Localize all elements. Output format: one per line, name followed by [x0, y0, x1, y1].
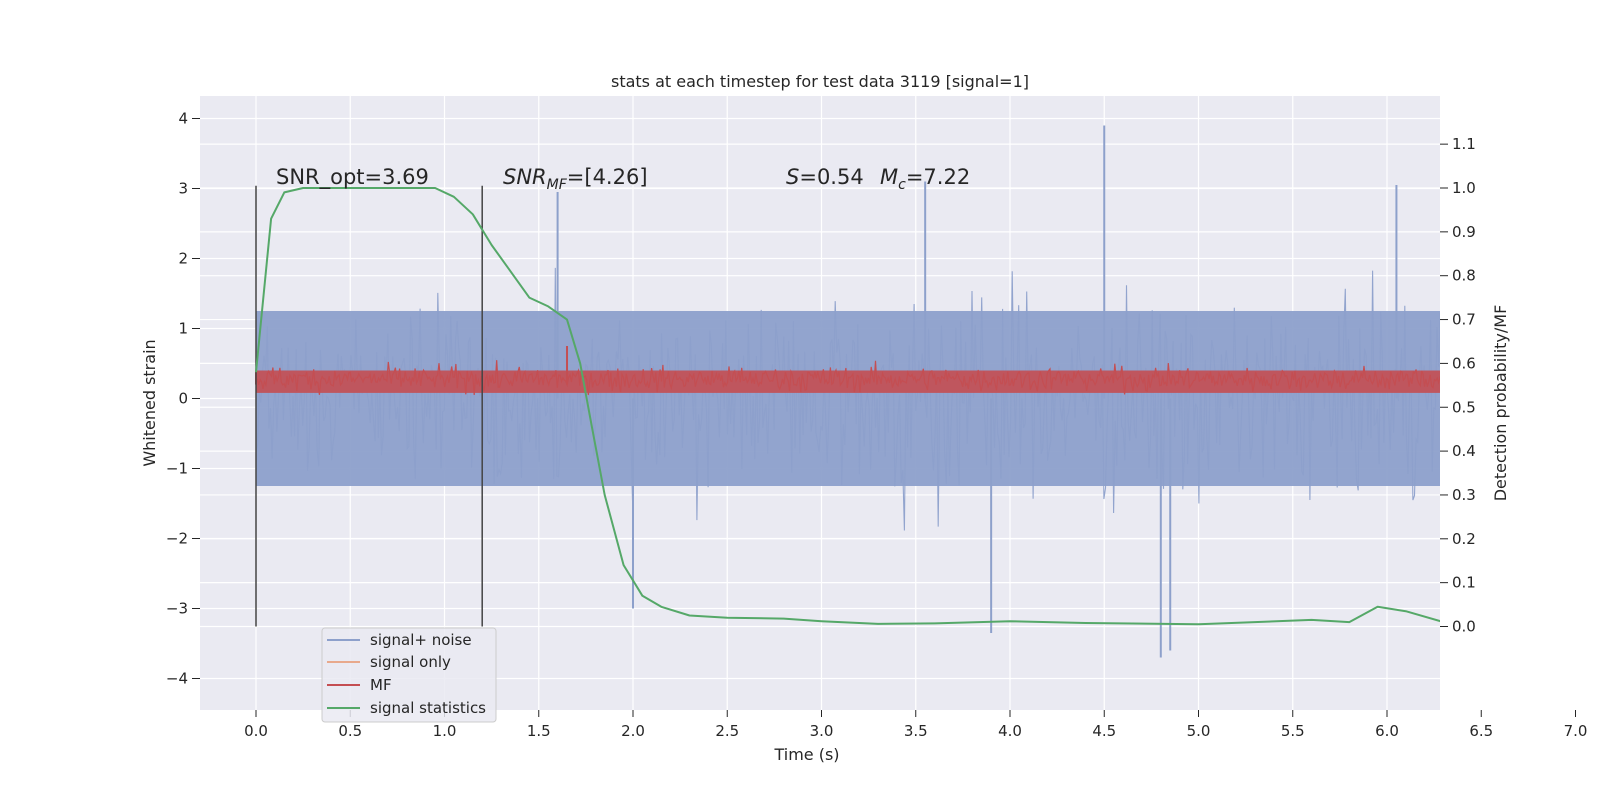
- plot-content: [255, 125, 1440, 658]
- s-annotation: S=0.54: [786, 165, 864, 189]
- legend-label-signal-statistics: signal statistics: [370, 699, 486, 717]
- x-tick-label: 3.0: [810, 722, 834, 740]
- x-tick-label: 1.0: [433, 722, 457, 740]
- x-axis-ticks: 0.0 0.5 1.0 1.5 2.0 2.5 3.0 3.5 4.0 4.5 5.0 5.5 6.0 6…: [244, 710, 1588, 740]
- snr-opt-annotation: SNR_opt=3.69: [276, 165, 429, 190]
- y-right-tick-label: 1.0: [1452, 179, 1476, 197]
- noise-trace: [255, 267, 1440, 531]
- y-right-tick-label: 0.1: [1452, 574, 1476, 592]
- x-tick-label: 0.5: [338, 722, 362, 740]
- y-axis-label: Whitened strain: [140, 339, 159, 466]
- s-value: =0.54: [799, 165, 863, 189]
- chart-title: stats at each timestep for test data 311…: [611, 72, 1029, 91]
- x-tick-label: 7.0: [1564, 722, 1588, 740]
- y-axis-ticks: 4 3 2 1 0 −1 −2 −3 −4: [166, 110, 200, 688]
- y-tick-label: 1: [178, 320, 188, 338]
- mc-symbol: M: [880, 165, 898, 189]
- x-tick-label: 1.5: [527, 722, 551, 740]
- y-tick-label: −4: [166, 670, 188, 688]
- vertical-markers: [255, 185, 483, 627]
- snr-mf-symbol: SNR: [503, 165, 547, 189]
- x-tick-label: 6.5: [1469, 722, 1493, 740]
- x-tick-label: 4.5: [1092, 722, 1116, 740]
- y-tick-label: 3: [178, 180, 188, 198]
- x-tick-label: 0.0: [244, 722, 268, 740]
- x-axis-label: Time (s): [773, 745, 839, 764]
- s-symbol: S: [786, 165, 799, 189]
- y-tick-label: 2: [178, 250, 188, 268]
- x-tick-label: 5.0: [1187, 722, 1211, 740]
- legend: signal+ noise signal only MF signal stat…: [321, 627, 497, 723]
- y-right-tick-label: 0.9: [1452, 223, 1476, 241]
- snr-mf-value: =[4.26]: [567, 165, 648, 189]
- y-right-tick-label: 0.2: [1452, 530, 1476, 548]
- y-tick-label: 0: [178, 390, 188, 408]
- y-tick-label: −3: [166, 600, 188, 618]
- x-tick-label: 2.5: [715, 722, 739, 740]
- y-right-tick-label: 0.6: [1452, 354, 1476, 372]
- x-tick-label: 4.0: [998, 722, 1022, 740]
- y-tick-label: 4: [178, 110, 188, 128]
- legend-box: [321, 627, 497, 723]
- y-tick-label: −1: [166, 460, 188, 478]
- x-tick-label: 3.5: [904, 722, 928, 740]
- snr-mf-subscript: MF: [547, 177, 568, 193]
- y-right-tick-label: 0.8: [1452, 267, 1476, 285]
- legend-label-signal-only: signal only: [370, 653, 451, 671]
- y-tick-label: −2: [166, 530, 188, 548]
- y-right-axis-ticks: 1.1 1.0 0.9 0.8 0.7 0.6 0.5 0.4 0.3 0.2 0.1 0.0: [1440, 135, 1476, 636]
- snr-mf-annotation: SNRMF=[4.26]: [503, 165, 648, 193]
- mc-subscript: c: [898, 177, 906, 193]
- signal-statistics-series: [255, 187, 1440, 626]
- mf-trace: [255, 360, 1440, 396]
- x-tick-label: 5.5: [1281, 722, 1305, 740]
- legend-label-mf: MF: [370, 676, 392, 694]
- y-right-tick-label: 0.4: [1452, 442, 1476, 460]
- y-right-tick-label: 0.3: [1452, 486, 1476, 504]
- y-right-tick-label: 1.1: [1452, 135, 1476, 153]
- mc-value: =7.22: [906, 165, 970, 189]
- x-tick-label: 6.0: [1375, 722, 1399, 740]
- y-right-axis-label: Detection probability/MF: [1491, 305, 1510, 502]
- mf-series: [255, 346, 1440, 396]
- legend-label-signal-noise: signal+ noise: [370, 631, 472, 649]
- mc-annotation: Mc=7.22: [880, 165, 970, 193]
- y-right-tick-label: 0.0: [1452, 618, 1476, 636]
- signal-statistics-line: [255, 187, 1440, 626]
- y-right-tick-label: 0.5: [1452, 398, 1476, 416]
- x-tick-label: 2.0: [621, 722, 645, 740]
- signal-noise-series: [255, 125, 1440, 658]
- y-right-tick-label: 0.7: [1452, 311, 1476, 329]
